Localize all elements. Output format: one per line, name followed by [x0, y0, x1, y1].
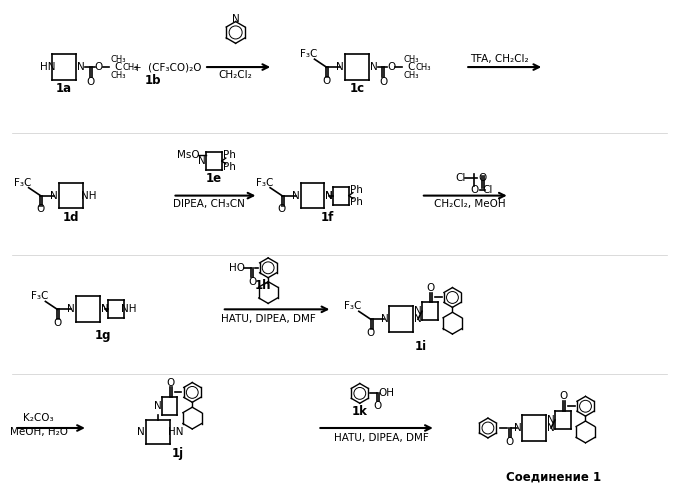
Text: 1j: 1j: [171, 447, 184, 460]
Text: HN: HN: [168, 427, 183, 437]
Text: CH₃: CH₃: [415, 62, 431, 72]
Text: Cl: Cl: [483, 184, 493, 194]
Text: Соединение 1: Соединение 1: [506, 471, 601, 484]
Text: N: N: [514, 423, 521, 433]
Text: O: O: [248, 276, 256, 286]
Text: +  (CF₃CO)₂O: + (CF₃CO)₂O: [133, 62, 202, 72]
Text: CH₃: CH₃: [122, 62, 138, 72]
Text: 1a: 1a: [56, 82, 72, 96]
Text: CH₂Cl₂: CH₂Cl₂: [219, 70, 252, 80]
Text: O: O: [478, 173, 486, 183]
Text: Ph: Ph: [350, 196, 363, 206]
Text: O: O: [379, 77, 387, 87]
Text: HO: HO: [229, 263, 244, 273]
Text: N: N: [547, 415, 555, 425]
Text: O: O: [53, 318, 61, 328]
Text: N: N: [198, 156, 206, 166]
Text: 1i: 1i: [415, 340, 427, 353]
Text: K₂CO₃: K₂CO₃: [23, 413, 54, 423]
Text: O: O: [278, 204, 286, 214]
Text: F₃C: F₃C: [344, 302, 362, 312]
Text: F₃C: F₃C: [256, 178, 273, 188]
Text: N: N: [101, 304, 109, 314]
Text: O: O: [367, 328, 375, 338]
Text: N: N: [414, 314, 422, 324]
Text: N: N: [101, 304, 109, 314]
Text: N: N: [414, 306, 422, 316]
Text: Ph: Ph: [223, 150, 236, 160]
Text: N: N: [154, 401, 161, 411]
Text: N: N: [325, 190, 333, 200]
Text: O: O: [167, 378, 175, 388]
Text: O: O: [36, 204, 45, 214]
Text: 1e: 1e: [206, 172, 222, 186]
Text: 1g: 1g: [95, 328, 111, 342]
Text: OH: OH: [379, 388, 394, 398]
Text: MsO: MsO: [177, 150, 200, 160]
Text: HATU, DIPEA, DMF: HATU, DIPEA, DMF: [221, 314, 315, 324]
Text: Cl: Cl: [455, 173, 466, 183]
Text: HN: HN: [40, 62, 55, 72]
Text: CH₃: CH₃: [403, 54, 418, 64]
Text: 1f: 1f: [321, 211, 334, 224]
Text: F₃C: F₃C: [300, 49, 317, 59]
Text: NH: NH: [122, 304, 137, 314]
Text: HATU, DIPEA, DMF: HATU, DIPEA, DMF: [334, 433, 429, 443]
Text: O: O: [506, 437, 514, 447]
Text: O: O: [86, 77, 95, 87]
Text: N: N: [51, 190, 58, 200]
Text: Ph: Ph: [350, 184, 363, 194]
Text: N: N: [381, 314, 388, 324]
Text: O: O: [427, 282, 435, 292]
Text: CH₂Cl₂, MeOH: CH₂Cl₂, MeOH: [435, 198, 506, 208]
Text: TFA, CH₂Cl₂: TFA, CH₂Cl₂: [470, 54, 529, 64]
Text: MeOH, H₂O: MeOH, H₂O: [9, 427, 68, 437]
Text: O: O: [387, 62, 396, 72]
Text: O: O: [373, 401, 381, 411]
Text: N: N: [232, 14, 240, 24]
Text: O: O: [470, 184, 479, 194]
Text: N: N: [325, 190, 333, 200]
Text: NH: NH: [81, 190, 97, 200]
Text: N: N: [292, 190, 300, 200]
Text: 1h: 1h: [255, 279, 271, 292]
Text: 1d: 1d: [63, 211, 79, 224]
Text: 1k: 1k: [352, 404, 368, 417]
Text: N: N: [547, 423, 555, 433]
Text: F₃C: F₃C: [14, 178, 32, 188]
Text: F₃C: F₃C: [31, 292, 48, 302]
Text: 1b: 1b: [144, 74, 161, 88]
Text: C: C: [115, 62, 122, 72]
Text: C: C: [408, 62, 414, 72]
Text: CH₃: CH₃: [403, 72, 418, 80]
Text: DIPEA, CH₃CN: DIPEA, CH₃CN: [173, 198, 245, 208]
Text: O: O: [560, 392, 568, 402]
Text: N: N: [370, 62, 377, 72]
Text: O: O: [322, 76, 331, 86]
Text: N: N: [68, 304, 75, 314]
Text: 1c: 1c: [349, 82, 365, 96]
Text: Ph: Ph: [223, 162, 236, 172]
Text: N: N: [137, 427, 145, 437]
Text: CH₃: CH₃: [111, 72, 126, 80]
Text: CH₃: CH₃: [111, 54, 126, 64]
Text: N: N: [77, 62, 85, 72]
Text: O: O: [95, 62, 103, 72]
Text: N: N: [336, 62, 344, 72]
